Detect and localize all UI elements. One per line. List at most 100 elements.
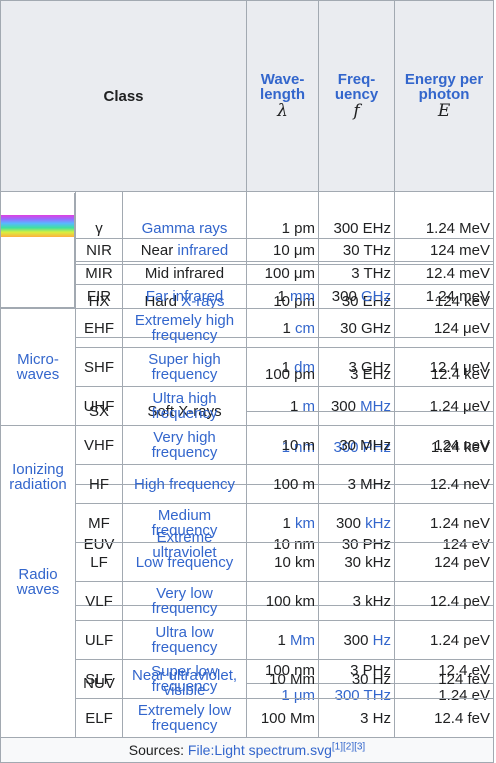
- row-wavelength: 1 dm: [246, 347, 319, 387]
- row-abbr: NIR: [75, 238, 123, 262]
- row-wavelength: 100 km: [246, 581, 319, 621]
- row-wavelength: 10 km: [246, 542, 319, 582]
- row-energy: 1.24 peV: [394, 620, 494, 660]
- frequency-symbol: f: [353, 101, 360, 122]
- table-row: ELF Extremely low frequency 100 Mm 3 Hz …: [1, 698, 494, 738]
- row-frequency: 3 Hz: [318, 698, 395, 738]
- row-energy: 124 neV: [394, 425, 494, 465]
- row-frequency: 300 GHz: [318, 284, 395, 309]
- row-wavelength: 1 m: [246, 386, 319, 426]
- energy-header: Energy per photon E: [394, 0, 495, 193]
- row-name: Mid infrared: [122, 261, 247, 285]
- row-wavelength: 10 Mm: [246, 659, 319, 699]
- table-row: HF High frequency 100 m 3 MHz 12.4 neV: [1, 464, 494, 504]
- table-row: Radio waves VHF Very high frequency 10 m…: [0, 425, 494, 738]
- row-abbr: MF: [75, 503, 123, 543]
- row-frequency: 3 kHz: [318, 581, 395, 621]
- frequency-header-label[interactable]: Freq-uency: [334, 71, 379, 104]
- row-name[interactable]: Ultra low frequency: [122, 620, 247, 660]
- wavelength-symbol: λ: [277, 101, 288, 122]
- class-header: Class: [0, 0, 248, 193]
- table-row: UHF Ultra high frequency 1 m 300 MHz 1.2…: [1, 386, 494, 426]
- row-wavelength: 100 μm: [246, 261, 319, 285]
- energy-symbol: E: [437, 101, 451, 122]
- row-wavelength: 10 μm: [246, 238, 319, 262]
- row-frequency: 30 kHz: [318, 542, 395, 582]
- reference-links[interactable]: [1][2][3]: [331, 740, 366, 752]
- row-abbr: SHF: [75, 347, 123, 387]
- row-abbr: UHF: [75, 386, 123, 426]
- row-name[interactable]: Extremely low frequency: [122, 698, 247, 738]
- wavelength-header-label[interactable]: Wave-length: [260, 71, 306, 104]
- infrared-link[interactable]: infrared: [177, 241, 229, 259]
- row-name[interactable]: Very high frequency: [122, 425, 247, 465]
- group-microwaves[interactable]: Micro-waves: [0, 308, 76, 426]
- row-wavelength: 1 cm: [246, 308, 319, 348]
- row-abbr: EHF: [75, 308, 123, 348]
- row-abbr: SLF: [75, 659, 123, 699]
- row-energy: 1.24 neV: [394, 503, 494, 543]
- row-energy: 12.4 neV: [394, 464, 494, 504]
- row-name[interactable]: Extremely high frequency: [122, 308, 247, 348]
- table-row: SLF Super low frequency 10 Mm 30 Hz 124 …: [1, 659, 494, 699]
- row-name[interactable]: Super high frequency: [122, 347, 247, 387]
- row-name[interactable]: High frequency: [122, 464, 247, 504]
- sources-cell: Sources: File:Light spectrum.svg[1][2][3…: [0, 737, 494, 763]
- row-name[interactable]: Low frequency: [122, 542, 247, 582]
- row-frequency: 3 MHz: [318, 464, 395, 504]
- row-abbr: ELF: [75, 698, 123, 738]
- row-abbr: HF: [75, 464, 123, 504]
- energy-header-label[interactable]: Energy per photon: [404, 71, 484, 104]
- row-energy: 12.4 feV: [394, 698, 494, 738]
- row-name: Near infrared: [122, 238, 247, 262]
- row-energy: 1.24 meV: [394, 284, 494, 309]
- row-wavelength: 1 km: [246, 503, 319, 543]
- row-energy: 124 meV: [394, 238, 494, 262]
- row-energy: 124 feV: [394, 659, 494, 699]
- row-energy: 12.4 peV: [394, 581, 494, 621]
- row-energy: 124 μeV: [394, 308, 494, 348]
- row-frequency: 30 Hz: [318, 659, 395, 699]
- row-frequency: 3 THz: [318, 261, 395, 285]
- row-energy: 12.4 meV: [394, 261, 494, 285]
- row-frequency: 30 MHz: [318, 425, 395, 465]
- table-row: LF Low frequency 10 km 30 kHz 124 peV: [1, 542, 494, 582]
- row-energy: 124 peV: [394, 542, 494, 582]
- infrared-rows: NIR Near infrared 10 μm 30 THz 124 meV M…: [75, 238, 494, 309]
- row-wavelength: 10 m: [246, 425, 319, 465]
- table-row: VLF Very low frequency 100 km 3 kHz 12.4…: [1, 581, 494, 621]
- light-spectrum-file-link[interactable]: File:Light spectrum.svg: [187, 741, 332, 758]
- table-row: NIR Near infrared 10 μm 30 THz 124 meV: [75, 238, 494, 262]
- row-abbr: VLF: [75, 581, 123, 621]
- sources-row: Sources: File:Light spectrum.svg[1][2][3…: [0, 737, 494, 763]
- frequency-header: Freq-uency f: [318, 0, 396, 193]
- row-frequency: 300 MHz: [318, 386, 395, 426]
- row-name[interactable]: Medium frequency: [122, 503, 247, 543]
- row-frequency: 300 Hz: [318, 620, 395, 660]
- header-row: Class Wave-length λ Freq-uency f Energy …: [0, 0, 495, 193]
- sources-prefix: Sources:: [128, 741, 188, 758]
- row-abbr: FIR: [75, 284, 123, 309]
- visible-spectrum-cell: [0, 193, 75, 308]
- row-frequency: 300 kHz: [318, 503, 395, 543]
- row-frequency: 3 GHz: [318, 347, 395, 387]
- row-wavelength: 100 m: [246, 464, 319, 504]
- visible-spectrum-swatch: [1, 215, 74, 237]
- row-wavelength: 1 Mm: [246, 620, 319, 660]
- row-abbr: LF: [75, 542, 123, 582]
- row-energy: 1.24 μeV: [394, 386, 494, 426]
- row-energy: 12.4 μeV: [394, 347, 494, 387]
- row-frequency: 30 GHz: [318, 308, 395, 348]
- row-abbr: VHF: [75, 425, 123, 465]
- row-name[interactable]: Ultra high frequency: [122, 386, 247, 426]
- row-wavelength: 100 Mm: [246, 698, 319, 738]
- table-row: FIR Far infrared 1 mm 300 GHz 1.24 meV: [75, 284, 494, 309]
- electromagnetic-spectrum-table-lower: Micro-waves EHF Extremely high frequency…: [0, 308, 494, 763]
- row-wavelength: 1 mm: [246, 284, 319, 309]
- group-radio-waves[interactable]: Radio waves: [0, 425, 76, 738]
- table-row: MIR Mid infrared 100 μm 3 THz 12.4 meV: [75, 261, 494, 285]
- row-name[interactable]: Far infrared: [122, 284, 247, 309]
- row-name[interactable]: Very low frequency: [122, 581, 247, 621]
- row-name[interactable]: Super low frequency: [122, 659, 247, 699]
- wavelength-header: Wave-length λ: [246, 0, 320, 193]
